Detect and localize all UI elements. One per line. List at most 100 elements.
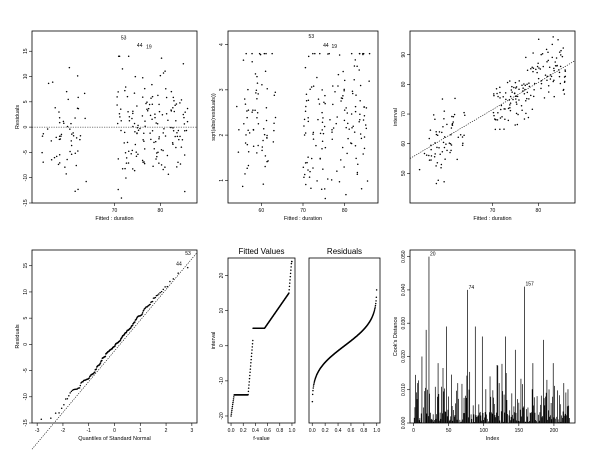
data-point bbox=[133, 169, 136, 172]
data-point bbox=[125, 157, 128, 159]
data-point bbox=[65, 173, 67, 175]
data-point bbox=[463, 111, 465, 114]
data-point bbox=[121, 168, 124, 170]
data-point bbox=[130, 153, 132, 155]
data-point bbox=[77, 150, 79, 152]
data-point bbox=[449, 151, 451, 154]
data-point bbox=[556, 64, 558, 67]
data-point bbox=[179, 163, 182, 165]
data-point bbox=[330, 179, 333, 181]
data-point bbox=[353, 78, 355, 81]
data-point bbox=[289, 282, 291, 284]
data-point bbox=[172, 129, 175, 132]
data-point bbox=[544, 74, 547, 76]
data-point bbox=[553, 67, 555, 70]
data-point bbox=[438, 131, 441, 133]
data-point bbox=[517, 113, 519, 116]
data-point bbox=[174, 104, 176, 106]
data-point bbox=[256, 152, 258, 154]
data-point bbox=[78, 387, 81, 389]
x-tick-label: 3 bbox=[190, 428, 193, 434]
data-point bbox=[428, 159, 431, 161]
data-point bbox=[288, 288, 290, 291]
data-point bbox=[537, 62, 539, 64]
data-point bbox=[164, 135, 167, 137]
data-point bbox=[521, 84, 523, 86]
data-point bbox=[375, 296, 378, 298]
data-point bbox=[143, 132, 145, 134]
point-label: 53 bbox=[121, 36, 127, 42]
data-point bbox=[530, 94, 532, 97]
data-point bbox=[247, 390, 250, 393]
data-point bbox=[505, 98, 507, 101]
data-point bbox=[88, 377, 91, 379]
data-point bbox=[553, 95, 555, 98]
data-point bbox=[244, 103, 247, 105]
data-point bbox=[536, 65, 539, 68]
y-tick-label: 10 bbox=[23, 74, 29, 80]
data-point bbox=[151, 300, 154, 303]
qq-reference-line bbox=[31, 252, 198, 450]
data-point bbox=[71, 133, 73, 135]
data-point bbox=[251, 349, 253, 351]
y-tick-label: 60 bbox=[401, 141, 407, 147]
data-point bbox=[79, 384, 82, 387]
data-point bbox=[461, 144, 464, 146]
data-point bbox=[435, 182, 438, 185]
data-point bbox=[440, 163, 443, 166]
y-tick-label: 0 bbox=[23, 126, 29, 129]
data-point bbox=[247, 129, 249, 131]
data-point bbox=[366, 180, 369, 182]
data-point bbox=[496, 92, 498, 95]
data-point bbox=[289, 272, 292, 275]
data-point bbox=[290, 262, 293, 265]
data-point bbox=[334, 91, 336, 93]
data-point bbox=[252, 339, 254, 342]
data-point bbox=[154, 113, 156, 115]
data-point bbox=[172, 96, 175, 99]
data-point bbox=[368, 52, 371, 55]
data-point bbox=[499, 86, 501, 88]
data-point bbox=[430, 159, 432, 161]
data-point bbox=[499, 117, 502, 119]
data-point bbox=[247, 387, 250, 389]
data-point bbox=[303, 125, 305, 127]
data-point bbox=[554, 61, 556, 63]
data-point bbox=[309, 88, 311, 91]
data-point bbox=[555, 57, 558, 59]
data-point bbox=[74, 152, 77, 154]
data-point bbox=[250, 358, 252, 361]
data-point bbox=[303, 118, 306, 121]
data-point bbox=[450, 127, 453, 129]
data-point bbox=[558, 51, 561, 53]
data-point bbox=[312, 138, 315, 140]
data-point bbox=[373, 309, 376, 311]
data-point bbox=[128, 115, 131, 118]
data-point bbox=[434, 142, 436, 144]
data-point bbox=[552, 36, 554, 38]
data-point bbox=[451, 122, 454, 125]
data-point bbox=[307, 117, 309, 119]
data-point bbox=[307, 156, 309, 158]
data-point bbox=[65, 90, 68, 93]
data-point bbox=[263, 52, 266, 55]
data-point bbox=[151, 118, 153, 120]
data-point bbox=[363, 114, 366, 117]
data-point bbox=[95, 368, 98, 370]
data-point bbox=[64, 166, 66, 168]
data-point bbox=[182, 113, 185, 116]
data-point bbox=[238, 128, 240, 131]
data-point bbox=[310, 157, 313, 160]
data-point bbox=[441, 98, 444, 100]
data-point bbox=[358, 52, 361, 55]
data-point bbox=[42, 132, 45, 135]
data-point bbox=[554, 65, 557, 67]
data-point bbox=[241, 185, 244, 188]
data-point bbox=[365, 127, 368, 130]
data-point bbox=[531, 108, 534, 111]
data-point bbox=[445, 143, 447, 145]
data-point bbox=[311, 393, 314, 396]
data-point bbox=[237, 151, 240, 153]
data-point bbox=[375, 289, 378, 291]
data-point bbox=[322, 117, 324, 119]
